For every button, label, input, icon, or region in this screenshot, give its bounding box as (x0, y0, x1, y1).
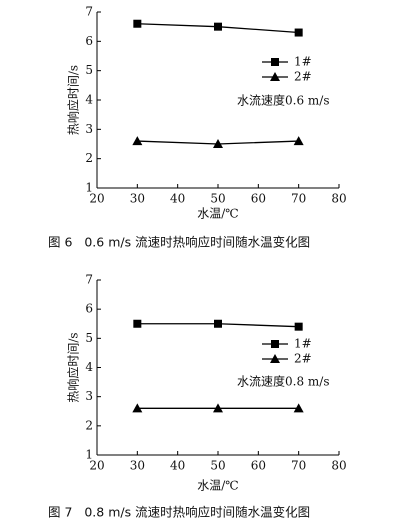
x-tick-label: 40 (170, 459, 185, 473)
x-tick-label: 70 (291, 192, 306, 206)
marker-square (133, 19, 142, 28)
y-tick-label: 2 (85, 418, 93, 432)
legend-label: 1# (294, 55, 312, 69)
marker-square (271, 58, 279, 66)
marker-triangle (213, 403, 223, 413)
marker-square (294, 322, 303, 331)
x-tick-label: 20 (89, 192, 104, 206)
legend-label: 2# (294, 70, 312, 84)
x-tick-label: 60 (251, 459, 266, 473)
y-tick-label: 4 (85, 93, 93, 107)
x-tick-label: 20 (89, 459, 104, 473)
marker-triangle (132, 403, 143, 413)
x-tick-label: 70 (291, 459, 306, 473)
x-tick-label: 50 (210, 192, 225, 206)
caption: 图 6 0.6 m/s 流速时热响应时间随水温变化图 (48, 235, 310, 250)
marker-square (214, 319, 222, 328)
y-tick-label: 1 (85, 181, 93, 195)
y-axis-title: 热响应时间/s (66, 65, 81, 135)
marker-square (214, 22, 222, 31)
y-axis-title: 热响应时间/s (66, 332, 81, 402)
y-tick-label: 6 (85, 34, 93, 48)
annotation: 水流速度0.6 m/s (237, 93, 329, 108)
marker-triangle (293, 403, 304, 413)
caption: 图 7 0.8 m/s 流速时热响应时间随水温变化图 (48, 505, 310, 520)
y-tick-label: 1 (85, 448, 93, 462)
y-tick-label: 6 (85, 302, 93, 316)
y-tick-label: 3 (85, 122, 93, 136)
x-tick-label: 50 (210, 459, 225, 473)
x-tick-label: 30 (130, 192, 145, 206)
y-tick-label: 4 (85, 360, 93, 374)
legend-label: 2# (294, 352, 312, 366)
marker-triangle (213, 139, 223, 148)
x-axis-title: 水温/℃ (197, 207, 238, 221)
x-tick-label: 80 (331, 192, 346, 206)
marker-triangle (270, 72, 280, 81)
x-axis-title: 水温/℃ (197, 479, 238, 493)
marker-triangle (132, 136, 143, 146)
marker-triangle (270, 354, 280, 363)
marker-square (271, 340, 279, 348)
y-tick-label: 7 (85, 273, 93, 287)
x-tick-label: 30 (130, 459, 145, 473)
legend-label: 1# (294, 337, 312, 351)
marker-triangle (293, 136, 304, 146)
x-tick-label: 80 (331, 459, 346, 473)
annotation: 水流速度0.8 m/s (237, 374, 329, 389)
y-tick-label: 5 (85, 63, 93, 77)
y-tick-label: 5 (85, 331, 93, 345)
y-tick-label: 2 (85, 151, 93, 165)
marker-square (294, 28, 303, 37)
marker-square (133, 319, 142, 328)
x-tick-label: 60 (251, 192, 266, 206)
y-tick-label: 3 (85, 389, 93, 403)
y-tick-label: 7 (85, 5, 93, 19)
x-tick-label: 40 (170, 192, 185, 206)
